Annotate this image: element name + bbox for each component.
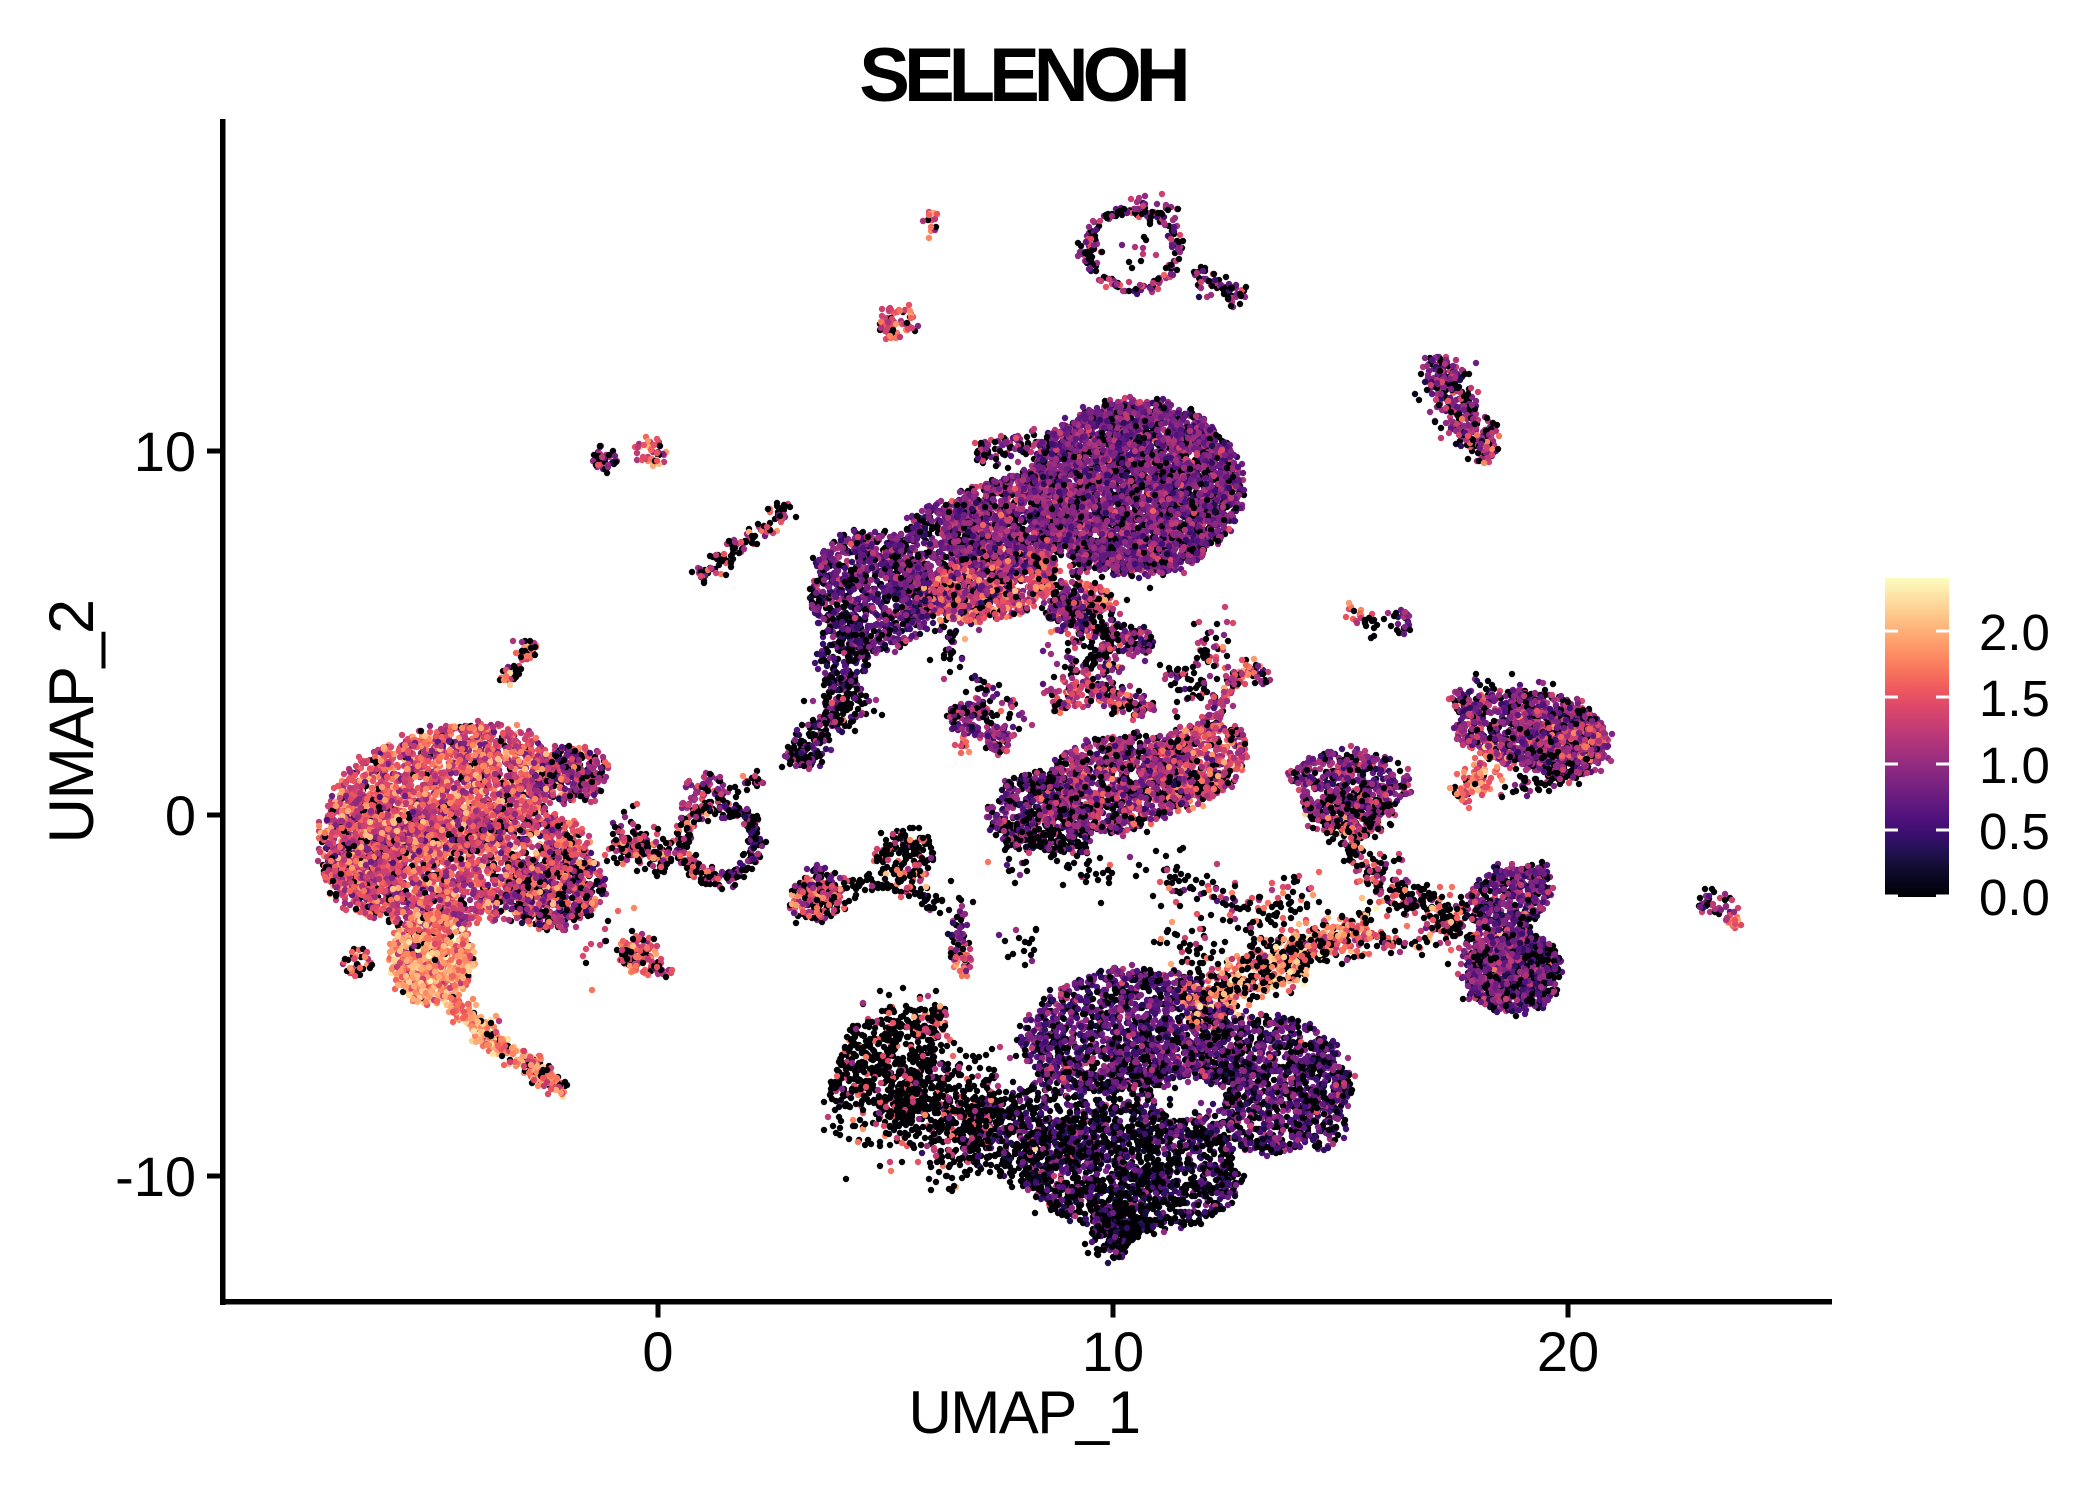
svg-text:0: 0 [165, 784, 196, 847]
svg-text:20: 20 [1537, 1320, 1599, 1383]
svg-text:1.5: 1.5 [1979, 670, 2050, 727]
svg-text:2.0: 2.0 [1979, 604, 2050, 661]
svg-text:-10: -10 [115, 1145, 196, 1208]
svg-text:0.0: 0.0 [1979, 869, 2050, 926]
svg-text:UMAP_1: UMAP_1 [908, 1379, 1139, 1446]
svg-text:10: 10 [134, 420, 196, 483]
svg-text:SELENOH: SELENOH [859, 33, 1185, 118]
svg-text:0: 0 [642, 1320, 673, 1383]
svg-text:1.0: 1.0 [1979, 737, 2050, 794]
svg-text:0.5: 0.5 [1979, 803, 2050, 860]
svg-text:10: 10 [1082, 1320, 1144, 1383]
svg-text:UMAP_2: UMAP_2 [37, 600, 107, 843]
